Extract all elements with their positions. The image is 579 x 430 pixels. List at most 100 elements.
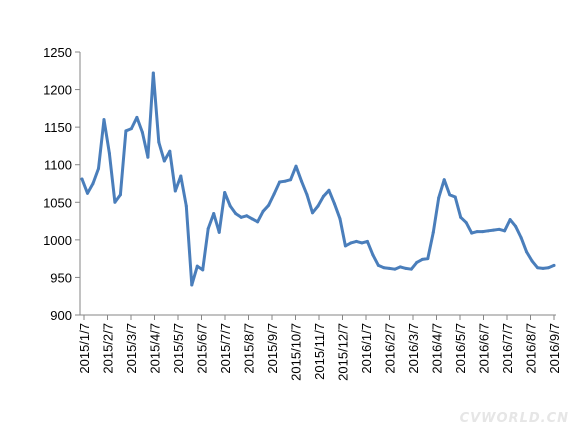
data-point	[267, 203, 271, 207]
data-point	[223, 191, 227, 195]
data-point	[289, 178, 293, 182]
data-point	[201, 268, 205, 272]
y-tick-label: 1250	[43, 45, 72, 60]
data-point	[497, 227, 501, 231]
data-point	[514, 224, 518, 228]
x-tick-label: 2015/1/7	[77, 323, 92, 374]
data-point	[519, 236, 523, 240]
data-point	[525, 250, 529, 254]
data-point	[217, 230, 221, 234]
x-tick-label: 2016/9/7	[547, 323, 562, 374]
data-point	[338, 217, 342, 221]
data-point	[173, 189, 177, 193]
data-point	[426, 257, 430, 261]
data-point	[184, 204, 188, 208]
data-point	[349, 241, 353, 245]
data-point	[398, 265, 402, 269]
data-point	[195, 264, 199, 268]
data-point	[530, 259, 534, 263]
data-point	[448, 193, 452, 197]
data-point	[486, 229, 490, 233]
data-point	[404, 266, 408, 270]
data-point	[547, 266, 551, 270]
data-point	[371, 253, 375, 257]
data-point	[107, 151, 111, 155]
y-tick-label: 1200	[43, 83, 72, 98]
y-tick-label: 900	[50, 308, 72, 323]
data-point	[140, 130, 144, 134]
y-tick-label: 1150	[44, 120, 72, 135]
data-point	[305, 193, 309, 197]
x-tick-label: 2015/12/7	[336, 323, 351, 381]
data-point	[382, 266, 386, 270]
data-point	[135, 115, 139, 119]
data-point	[118, 193, 122, 197]
x-tick-label: 2015/10/7	[289, 323, 304, 381]
data-point	[459, 215, 463, 219]
y-tick-label: 1100	[44, 158, 72, 173]
x-tick-label: 2016/1/7	[359, 323, 374, 374]
data-point	[151, 71, 155, 75]
data-point	[162, 159, 166, 163]
data-point	[129, 127, 133, 131]
data-point	[415, 260, 419, 264]
data-point	[261, 209, 265, 213]
data-point	[552, 263, 556, 267]
x-tick-label: 2016/5/7	[453, 323, 468, 374]
data-point	[316, 204, 320, 208]
data-point	[393, 267, 397, 271]
data-point	[365, 239, 369, 243]
data-point	[376, 263, 380, 267]
data-point	[464, 221, 468, 225]
data-point	[113, 200, 117, 204]
data-point	[311, 211, 315, 215]
data-point	[475, 230, 479, 234]
data-point	[541, 266, 545, 270]
x-tick-label: 2016/3/7	[406, 323, 421, 374]
data-point	[437, 196, 441, 200]
series-layer	[80, 71, 556, 287]
data-point	[453, 195, 457, 199]
x-tick-label: 2016/2/7	[383, 323, 398, 374]
data-point	[190, 283, 194, 287]
data-point	[239, 215, 243, 219]
data-point	[354, 239, 358, 243]
data-point	[442, 178, 446, 182]
watermark-logo-text: CVWORLD.CN	[459, 411, 569, 426]
x-axis: 2015/1/7 2015/2/7 2015/3/7 2015/4/7 2015/5/7…	[77, 314, 562, 381]
data-point	[294, 164, 298, 168]
data-point	[272, 192, 276, 196]
x-tick-label: 2015/2/7	[101, 323, 116, 374]
data-point	[343, 244, 347, 248]
x-tick-label: 2015/9/7	[265, 323, 280, 374]
x-tick-label: 2016/6/7	[477, 323, 492, 374]
data-point	[245, 214, 249, 218]
data-point	[157, 140, 161, 144]
x-tick-label: 2015/6/7	[195, 323, 210, 374]
data-point	[124, 129, 128, 133]
data-point	[102, 118, 106, 122]
x-tick-label: 2016/4/7	[430, 323, 445, 374]
data-point	[228, 204, 232, 208]
data-point	[212, 212, 216, 216]
data-point	[234, 212, 238, 216]
data-point	[536, 266, 540, 270]
data-point	[256, 220, 260, 224]
x-tick-label: 2015/3/7	[124, 323, 139, 374]
y-tick-label: 950	[50, 270, 72, 285]
data-point	[96, 166, 100, 170]
data-point	[470, 231, 474, 235]
data-point	[481, 230, 485, 234]
data-point	[91, 182, 95, 185]
data-point	[278, 180, 282, 184]
x-tick-label: 2015/7/7	[218, 323, 233, 374]
x-tick-label: 2015/5/7	[171, 323, 186, 374]
data-point	[80, 177, 84, 181]
y-tick-label: 1000	[43, 233, 72, 248]
x-tick-label: 2015/4/7	[148, 323, 163, 374]
data-point	[283, 179, 287, 183]
data-point	[431, 230, 435, 234]
x-tick-label: 2016/8/7	[524, 323, 539, 374]
data-point	[360, 241, 364, 245]
